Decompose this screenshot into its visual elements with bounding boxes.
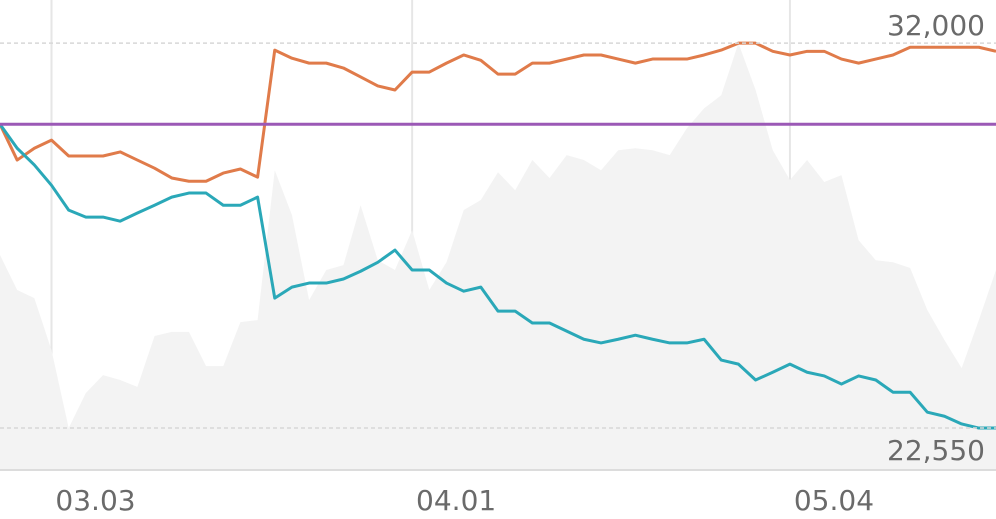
y-tick-label: 22,550 [887,434,985,467]
area [0,43,996,471]
line [0,123,996,430]
x-tick-label: 03.03 [55,484,135,517]
x-tick-label: 05.04 [794,484,874,517]
line [0,41,996,183]
x-tick-label: 04.01 [416,484,496,517]
y-tick-label: 32,000 [887,9,985,42]
